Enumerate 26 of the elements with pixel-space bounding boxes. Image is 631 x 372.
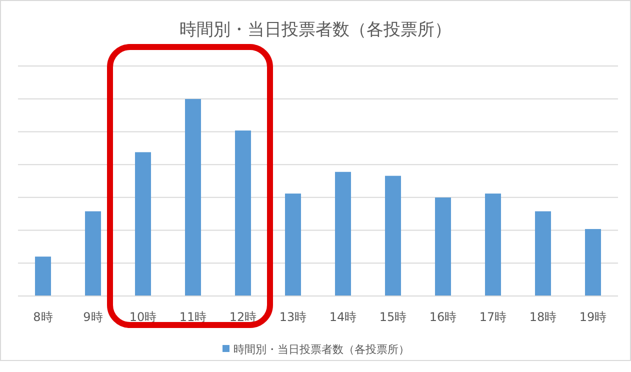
bar: [285, 194, 301, 296]
bar: [585, 229, 601, 296]
bar: [235, 130, 251, 296]
bar: [335, 172, 351, 296]
bar: [385, 176, 401, 296]
x-tick-label: 8時: [33, 310, 53, 324]
bar: [35, 256, 51, 296]
x-tick-label: 10時: [129, 310, 157, 324]
chart-title: 時間別・当日投票者数（各投票所）: [180, 20, 452, 40]
x-tick-label: 14時: [329, 310, 357, 324]
bar: [535, 211, 551, 296]
x-tick-label: 17時: [479, 310, 507, 324]
x-tick-label: 16時: [429, 310, 457, 324]
bar: [85, 211, 101, 296]
legend: 時間別・当日投票者数（各投票所）: [222, 343, 410, 356]
x-tick-label: 19時: [579, 310, 607, 324]
x-tick-label: 11時: [179, 310, 207, 324]
x-tick-label: 15時: [379, 310, 407, 324]
x-tick-label: 18時: [529, 310, 557, 324]
x-tick-label: 9時: [83, 310, 103, 324]
x-tick-label: 13時: [279, 310, 307, 324]
bar: [435, 198, 451, 296]
bar: [135, 152, 151, 296]
x-tick-label: 12時: [229, 310, 257, 324]
bar: [485, 194, 501, 296]
bar: [185, 99, 201, 296]
